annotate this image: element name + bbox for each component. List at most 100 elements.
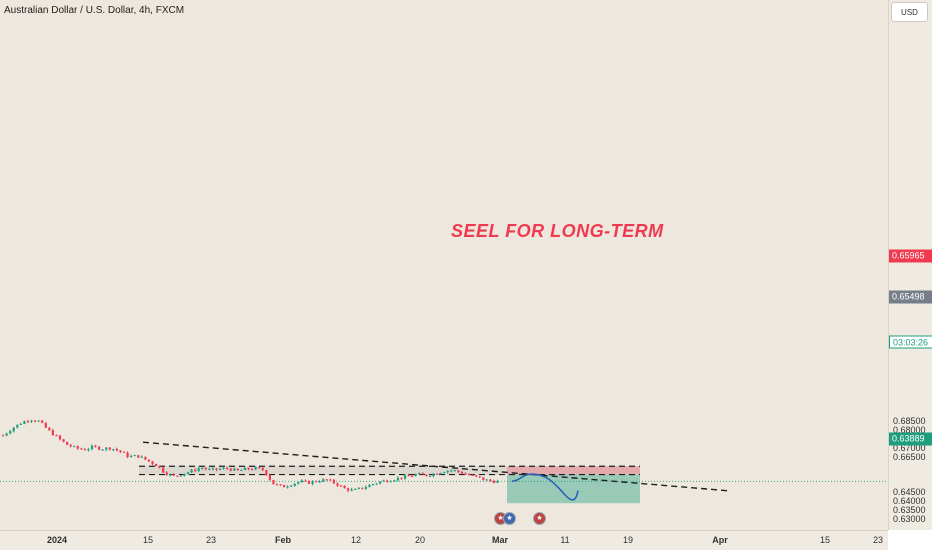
candle <box>283 484 286 488</box>
candle <box>439 472 442 475</box>
projection-curve[interactable] <box>511 473 579 501</box>
candle <box>23 420 26 425</box>
y-tick-label: 0.68500 <box>893 416 926 427</box>
time-axis[interactable]: 2024 15 23 Feb 12 20 Mar 11 19 Apr 15 23 <box>0 530 888 550</box>
candle <box>418 472 421 475</box>
us-flag-icon[interactable]: ★ <box>503 512 516 525</box>
candle <box>379 481 382 485</box>
candle <box>464 472 467 475</box>
price-axis[interactable]: 0.685000.680000.675000.670000.665000.645… <box>888 0 932 530</box>
candle <box>58 434 62 441</box>
x-tick-label: 23 <box>205 535 217 545</box>
candle <box>272 479 275 485</box>
trendline[interactable] <box>142 441 729 492</box>
candle <box>243 467 247 471</box>
candle <box>393 479 396 482</box>
candle <box>489 478 492 482</box>
candle <box>208 467 211 471</box>
candle <box>290 484 293 487</box>
candle <box>339 484 343 487</box>
candle <box>268 474 271 481</box>
candle <box>325 479 328 481</box>
candle <box>190 468 193 473</box>
candle <box>215 468 218 472</box>
candle <box>112 448 115 452</box>
x-tick-label: 19 <box>622 535 634 545</box>
annotation-text[interactable]: SEEL FOR LONG-TERM <box>451 221 664 241</box>
x-tick-label: 2024 <box>46 535 68 545</box>
candle <box>222 466 225 470</box>
candle <box>482 477 485 481</box>
candle <box>457 469 460 474</box>
candle <box>76 445 79 450</box>
candle <box>407 473 410 477</box>
candle <box>154 463 158 467</box>
candle <box>201 466 204 470</box>
candle <box>350 487 353 492</box>
candle <box>94 444 97 448</box>
candle <box>80 447 83 450</box>
candle <box>236 468 239 471</box>
candle <box>254 466 257 471</box>
resistance-zone[interactable] <box>139 466 507 475</box>
candle <box>368 483 371 488</box>
x-tick-label: Mar <box>491 535 509 545</box>
candle <box>258 466 261 469</box>
candle <box>300 479 303 483</box>
candle <box>425 474 428 477</box>
x-tick-label: Feb <box>274 535 292 545</box>
y-tick-label: 0.68000 <box>893 425 926 436</box>
candle <box>485 479 488 481</box>
candle <box>475 474 478 478</box>
candle <box>179 475 183 477</box>
candle <box>34 419 37 423</box>
candle <box>375 483 378 485</box>
candle <box>453 469 456 472</box>
take-profit-zone[interactable] <box>507 474 640 504</box>
candle <box>286 485 289 489</box>
us-flag-icon[interactable]: ★ <box>533 512 546 525</box>
entry-price-tag: 0.65498 <box>889 290 932 304</box>
candle <box>12 427 15 433</box>
candles <box>2 419 499 493</box>
currency-button[interactable]: USD <box>891 2 928 22</box>
candle <box>144 456 147 461</box>
candle <box>371 483 375 486</box>
x-tick-label: 15 <box>142 535 154 545</box>
stop-price-tag: 0.65965 <box>889 249 932 263</box>
stop-loss-zone[interactable] <box>507 466 640 475</box>
chart-title: Australian Dollar / U.S. Dollar, 4h, FXC… <box>4 5 185 16</box>
plot-area[interactable]: Australian Dollar / U.S. Dollar, 4h, FXC… <box>0 0 888 530</box>
candle <box>126 451 129 459</box>
candle <box>9 429 12 435</box>
candle <box>471 473 474 477</box>
candle <box>211 467 215 471</box>
candle <box>83 448 87 451</box>
candle <box>421 472 424 475</box>
candle <box>226 466 229 470</box>
candle <box>147 459 151 462</box>
candle <box>233 467 236 471</box>
candle <box>297 481 300 485</box>
candle <box>41 419 44 424</box>
candle <box>357 487 360 490</box>
candle <box>336 482 339 488</box>
candle <box>176 475 179 478</box>
candle <box>137 455 140 459</box>
candle <box>443 471 446 474</box>
candle <box>389 480 392 483</box>
candle <box>275 483 279 486</box>
candle <box>446 470 449 474</box>
candle <box>382 479 385 482</box>
candle <box>44 422 47 428</box>
candle <box>428 475 432 478</box>
candle <box>37 420 40 422</box>
candle <box>69 443 72 448</box>
candle <box>140 455 143 458</box>
candle <box>194 468 197 472</box>
candle <box>122 451 126 453</box>
candle <box>354 488 357 490</box>
candle <box>204 467 207 471</box>
candle <box>101 448 104 451</box>
